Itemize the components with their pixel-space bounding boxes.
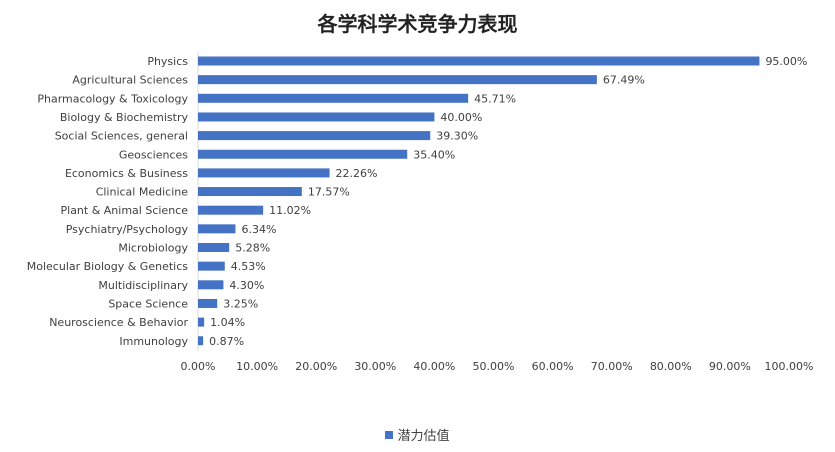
bar — [198, 261, 225, 271]
x-tick-label: 70.00% — [591, 360, 633, 373]
category-label: Social Sciences, general — [55, 130, 188, 143]
x-tick-label: 0.00% — [181, 360, 216, 373]
category-label: Biology & Biochemistry — [60, 111, 189, 124]
bar — [198, 93, 469, 103]
data-label: 3.25% — [223, 297, 258, 310]
category-label: Neuroscience & Behavior — [49, 316, 188, 329]
data-label: 4.53% — [231, 260, 266, 273]
data-label: 45.71% — [474, 92, 516, 105]
chart-title: 各学科学术竞争力表现 — [317, 12, 518, 36]
category-label: Molecular Biology & Genetics — [27, 260, 189, 273]
data-label: 67.49% — [603, 74, 645, 87]
bar — [198, 317, 205, 327]
x-tick-label: 50.00% — [473, 360, 515, 373]
x-tick-label: 40.00% — [413, 360, 455, 373]
x-tick-label: 100.00% — [765, 360, 814, 373]
data-label: 39.30% — [436, 130, 478, 143]
data-label: 4.30% — [229, 279, 264, 292]
bar — [198, 336, 204, 346]
category-label: Pharmacology & Toxicology — [37, 92, 188, 105]
bar — [198, 149, 408, 159]
bar — [198, 243, 230, 252]
category-label: Space Science — [108, 297, 188, 310]
x-tick-label: 60.00% — [532, 360, 574, 373]
data-label: 5.28% — [235, 242, 270, 255]
category-label: Physics — [147, 55, 188, 68]
legend-swatch — [385, 430, 394, 439]
category-label: Agricultural Sciences — [72, 74, 188, 87]
bar — [198, 205, 264, 215]
x-tick-label: 30.00% — [354, 360, 396, 373]
category-label: Multidisciplinary — [98, 279, 188, 292]
legend-label: 潜力估值 — [397, 429, 450, 444]
data-label: 0.87% — [209, 335, 244, 348]
category-label: Clinical Medicine — [96, 186, 189, 199]
data-label: 1.04% — [210, 316, 245, 329]
bar — [198, 280, 224, 290]
category-label: Geosciences — [119, 148, 188, 161]
bar — [198, 131, 431, 141]
category-label: Microbiology — [118, 242, 188, 255]
bar — [198, 224, 236, 234]
x-tick-label: 20.00% — [295, 360, 337, 373]
category-label: Economics & Business — [65, 167, 188, 180]
bar — [198, 75, 597, 85]
bar — [198, 56, 760, 66]
x-tick-label: 90.00% — [709, 360, 751, 373]
category-label: Immunology — [119, 335, 188, 348]
x-tick-label: 80.00% — [650, 360, 692, 373]
bar — [198, 112, 435, 122]
data-label: 35.40% — [413, 148, 455, 161]
bar — [198, 187, 302, 197]
data-label: 95.00% — [765, 55, 807, 68]
data-label: 40.00% — [440, 111, 482, 124]
category-label: Psychiatry/Psychology — [66, 223, 189, 236]
data-label: 6.34% — [241, 223, 276, 236]
data-label: 22.26% — [336, 167, 378, 180]
bar — [198, 298, 218, 308]
data-label: 11.02% — [269, 204, 311, 217]
legend: 潜力估值 — [0, 425, 835, 444]
bar — [198, 168, 330, 178]
data-label: 17.57% — [308, 186, 350, 199]
x-tick-label: 10.00% — [236, 360, 278, 373]
category-label: Plant & Animal Science — [61, 204, 189, 217]
